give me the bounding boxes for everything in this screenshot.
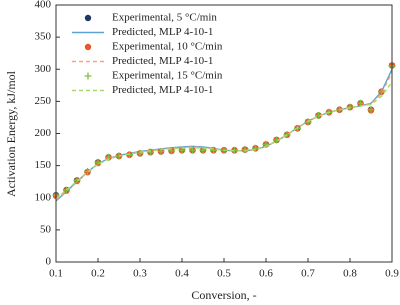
plus-marker	[73, 176, 81, 184]
series-line	[55, 81, 393, 199]
y-tick-label: 100	[35, 191, 52, 203]
legend-marker	[84, 14, 92, 22]
series-line	[55, 72, 393, 201]
y-tick-label: 0	[46, 256, 52, 268]
plus-marker	[136, 149, 144, 157]
legend-label: Experimental, 10 °C/min	[112, 41, 223, 53]
legend-label: Experimental, 5 °C/min	[112, 12, 217, 24]
y-tick-label: 200	[35, 127, 52, 139]
plus-marker	[378, 88, 385, 96]
x-tick-label: 0.1	[49, 268, 63, 280]
y-tick-label: 250	[35, 95, 52, 107]
x-tick-label: 0.9	[385, 268, 399, 280]
plus-marker	[147, 148, 154, 156]
legend-marker	[84, 72, 92, 80]
plus-marker	[94, 158, 102, 166]
plus-marker	[283, 131, 291, 139]
y-tick-label: 300	[35, 63, 52, 75]
legend-label: Experimental, 15 °C/min	[112, 70, 223, 82]
y-tick-label: 400	[35, 0, 52, 11]
plus-marker	[63, 186, 70, 194]
x-tick-label: 0.3	[133, 268, 147, 280]
x-tick-label: 0.6	[259, 268, 273, 280]
legend-marker	[84, 43, 92, 51]
plus-marker	[210, 146, 217, 154]
plus-marker	[252, 144, 259, 152]
plus-marker	[84, 167, 91, 175]
plus-marker	[367, 106, 375, 114]
plus-marker	[241, 146, 249, 154]
x-tick-label: 0.8	[343, 268, 357, 280]
x-tick-label: 0.5	[217, 268, 231, 280]
legend-label: Predicted, MLP 4-10-1	[112, 26, 213, 38]
series-line	[55, 68, 393, 202]
legend-label: Predicted, MLP 4-10-1	[112, 55, 213, 67]
y-axis-title: Activation Energy, kJ/mol	[4, 70, 18, 197]
y-tick-label: 350	[35, 31, 52, 43]
x-tick-label: 0.7	[301, 268, 315, 280]
x-tick-label: 0.4	[175, 268, 189, 280]
legend-label: Predicted, MLP 4-10-1	[112, 84, 213, 96]
y-tick-label: 50	[40, 223, 52, 235]
plot-frame	[55, 4, 393, 263]
x-tick-label: 0.2	[91, 268, 105, 280]
y-tick-label: 150	[35, 159, 52, 171]
x-axis-title: Conversion, -	[191, 288, 256, 302]
